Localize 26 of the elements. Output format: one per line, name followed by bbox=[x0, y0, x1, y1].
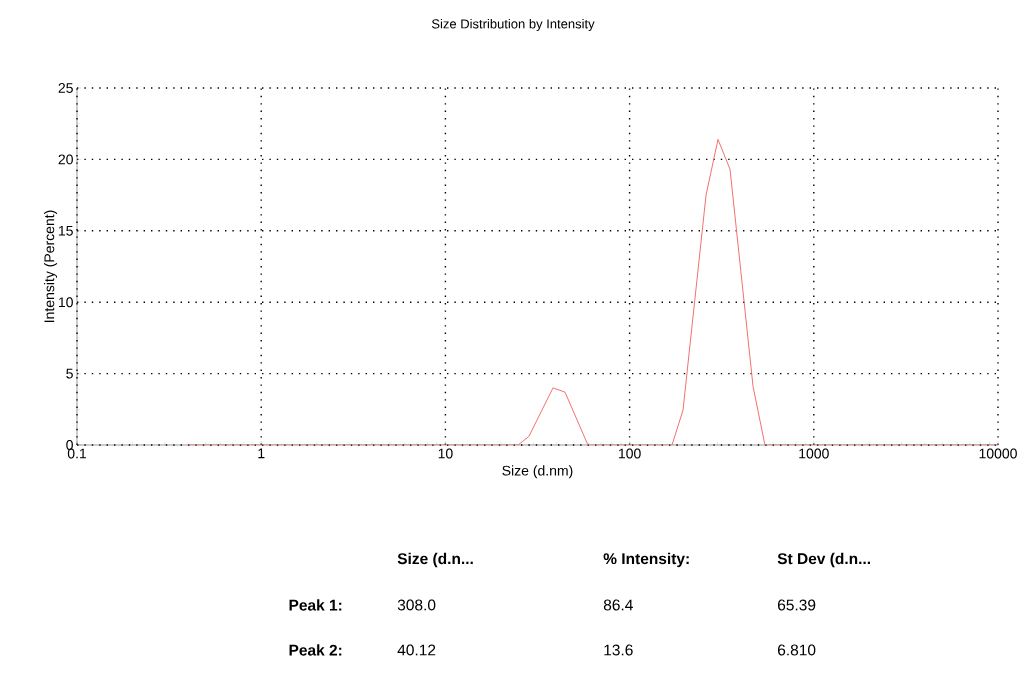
x-tick-label: 1 bbox=[258, 448, 265, 459]
y-tick-label: 0 bbox=[66, 440, 73, 450]
y-axis-title: Intensity (Percent) bbox=[43, 210, 58, 322]
text: Size (d.n... bbox=[397, 552, 473, 568]
chart-title: Size Distribution by Intensity bbox=[431, 18, 595, 32]
text: % Intensity: bbox=[603, 552, 689, 568]
text: 308.0 bbox=[397, 599, 436, 611]
y-tick-label: 15 bbox=[58, 225, 73, 236]
text: 13.6 bbox=[604, 644, 633, 656]
text: 6.810 bbox=[777, 644, 816, 656]
y-tick-label: 10 bbox=[58, 297, 73, 308]
y-tick-label: 25 bbox=[58, 83, 73, 93]
x-tick-label: 1000 bbox=[799, 448, 829, 459]
text: Peak 2: bbox=[289, 644, 342, 656]
y-tick-label: 5 bbox=[66, 368, 73, 379]
y-tick-label: 20 bbox=[58, 154, 73, 165]
x-tick-label: 10000 bbox=[979, 448, 1017, 459]
x-tick-label: 100 bbox=[618, 448, 641, 459]
text: St Dev (d.n... bbox=[777, 552, 870, 568]
x-tick-label: 10 bbox=[438, 448, 453, 459]
text: 86.4 bbox=[603, 599, 633, 611]
text: Peak 1: bbox=[289, 599, 342, 611]
text: 65.39 bbox=[777, 599, 816, 611]
x-axis-title: Size (d.nm) bbox=[502, 465, 573, 479]
x-tick-label: 0.1 bbox=[67, 448, 87, 459]
text: 40.12 bbox=[397, 644, 436, 656]
